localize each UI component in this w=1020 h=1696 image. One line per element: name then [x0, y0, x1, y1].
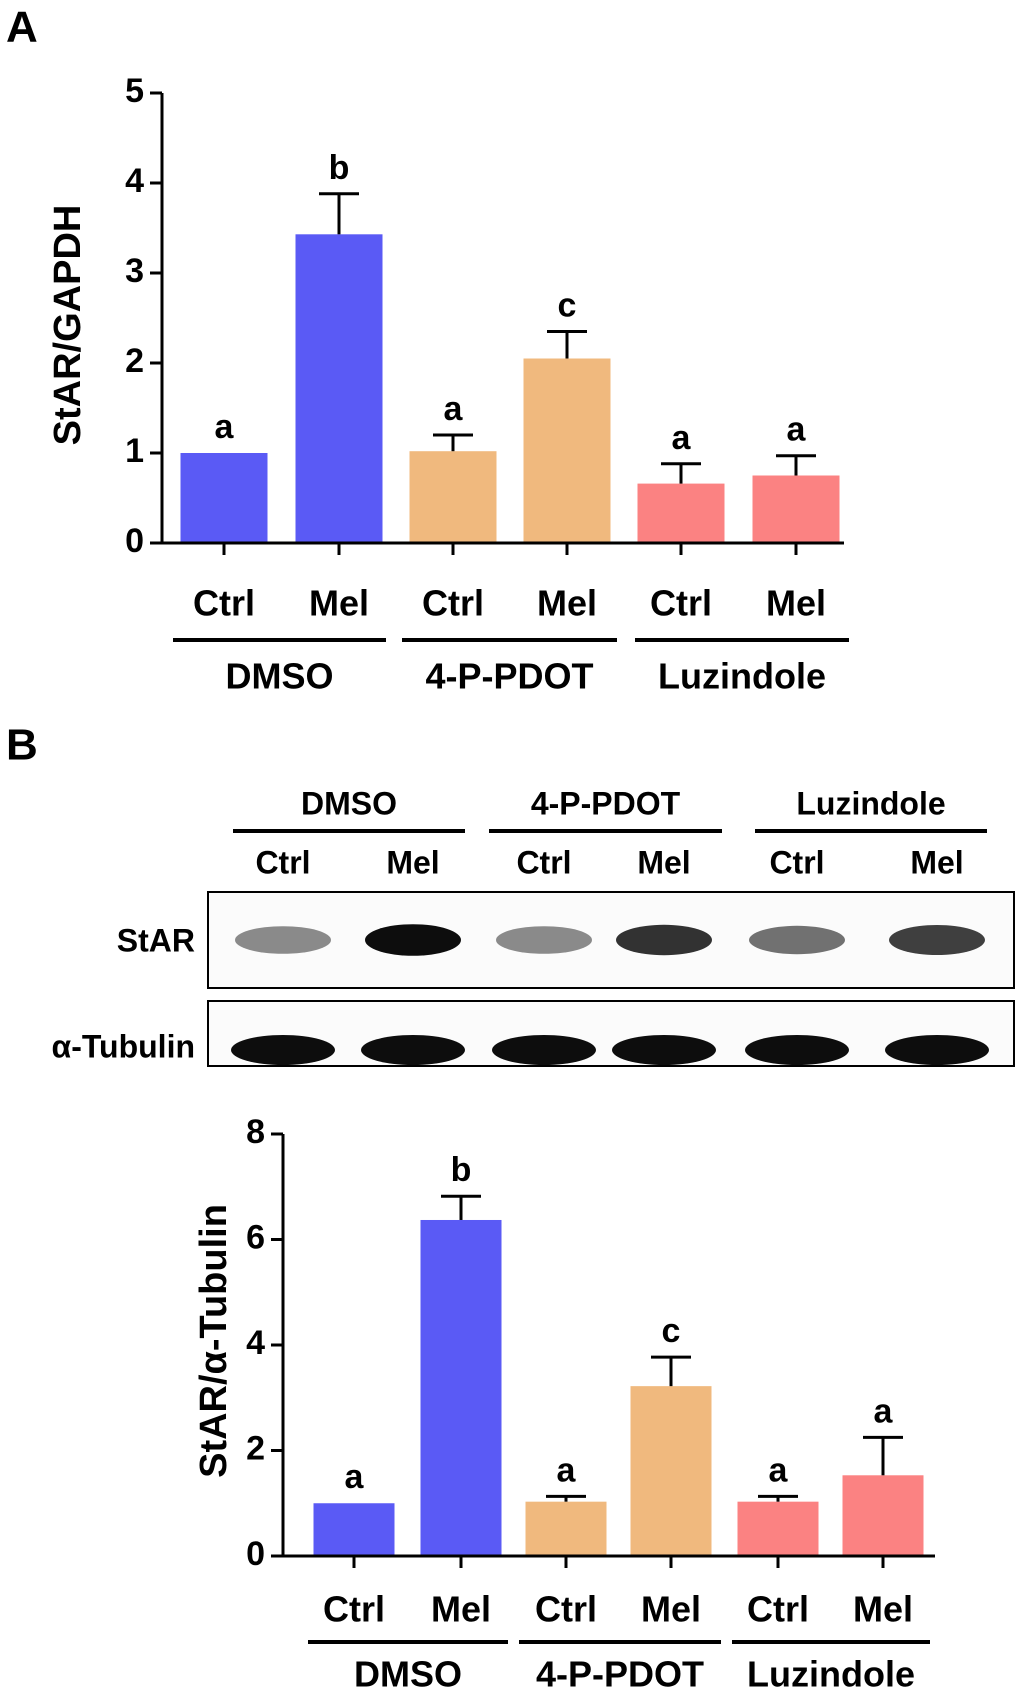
blot-group-label: DMSO: [301, 785, 397, 821]
annotation: a: [345, 1458, 365, 1496]
x-tick-label: Ctrl: [747, 1589, 809, 1630]
group-label: DMSO: [226, 656, 334, 697]
annotation: a: [874, 1392, 894, 1430]
blot-band: [612, 1035, 716, 1065]
blot-band: [496, 926, 592, 954]
y-tick-label: 0: [125, 522, 144, 560]
x-tick-label: Mel: [766, 583, 826, 624]
group-label: Luzindole: [658, 656, 826, 697]
annotation: a: [444, 390, 464, 428]
blot-row-label: StAR: [117, 922, 195, 958]
bar: [637, 483, 725, 543]
bar: [752, 475, 840, 543]
panel-label: A: [6, 3, 38, 52]
x-tick-label: Mel: [431, 1589, 491, 1630]
annotation: a: [672, 419, 692, 457]
bar: [737, 1501, 819, 1556]
bar: [523, 358, 611, 543]
blot-lane-label: Mel: [386, 844, 439, 880]
annotation: b: [329, 149, 350, 187]
x-tick-label: Ctrl: [535, 1589, 597, 1630]
bar: [180, 453, 268, 543]
bar: [409, 451, 497, 543]
bar: [630, 1386, 712, 1556]
y-tick-label: 2: [125, 342, 144, 380]
y-axis-label: StAR/GAPDH: [47, 205, 89, 446]
annotation: b: [451, 1151, 472, 1189]
y-axis-label: StAR/α-Tubulin: [193, 1204, 235, 1478]
y-tick-label: 5: [125, 72, 144, 110]
blot-band: [231, 1035, 335, 1065]
bar: [313, 1503, 395, 1556]
blot-band: [361, 1035, 465, 1065]
y-tick-label: 2: [246, 1429, 265, 1467]
y-tick-label: 3: [125, 252, 144, 290]
y-tick-label: 0: [246, 1535, 265, 1573]
bar: [525, 1501, 607, 1556]
y-tick-label: 6: [246, 1218, 265, 1256]
blot-lane-label: Mel: [910, 844, 963, 880]
blot-lane-label: Ctrl: [255, 844, 310, 880]
x-tick-label: Ctrl: [422, 583, 484, 624]
blot-box: [207, 891, 1015, 989]
blot-lane-label: Ctrl: [769, 844, 824, 880]
blot-band: [492, 1035, 596, 1065]
x-tick-label: Mel: [853, 1589, 913, 1630]
blot-row-label: α-Tubulin: [52, 1028, 195, 1064]
y-tick-label: 8: [246, 1113, 265, 1151]
x-tick-label: Mel: [537, 583, 597, 624]
blot-box: [207, 1000, 1015, 1067]
blot-band: [749, 925, 845, 955]
x-tick-label: Mel: [309, 583, 369, 624]
blot-lane-label: Ctrl: [516, 844, 571, 880]
group-label: Luzindole: [747, 1654, 915, 1695]
blot-group-label: Luzindole: [796, 785, 945, 821]
x-tick-label: Ctrl: [323, 1589, 385, 1630]
blot-band: [885, 1035, 989, 1065]
x-tick-label: Ctrl: [650, 583, 712, 624]
annotation: a: [557, 1451, 577, 1489]
bar: [295, 234, 383, 544]
blot-band: [616, 924, 712, 956]
annotation: c: [662, 1312, 681, 1350]
x-tick-label: Mel: [641, 1589, 701, 1630]
y-tick-label: 4: [125, 162, 144, 200]
y-tick-label: 4: [246, 1324, 265, 1362]
blot-group-label: 4-P-PDOT: [531, 785, 681, 821]
blot-band: [889, 925, 985, 955]
bar: [842, 1475, 924, 1556]
x-tick-label: Ctrl: [193, 583, 255, 624]
blot-lane-label: Mel: [637, 844, 690, 880]
blot-band: [365, 924, 461, 956]
annotation: a: [787, 411, 807, 449]
group-label: 4-P-PDOT: [536, 1654, 704, 1695]
annotation: a: [215, 408, 235, 446]
y-tick-label: 1: [125, 432, 144, 470]
bar: [420, 1219, 502, 1556]
group-label: 4-P-PDOT: [425, 656, 593, 697]
group-label: DMSO: [354, 1654, 462, 1695]
panel-label: B: [6, 721, 38, 770]
annotation: a: [769, 1451, 789, 1489]
blot-band: [745, 1035, 849, 1065]
blot-band: [235, 926, 331, 954]
annotation: c: [558, 286, 577, 324]
